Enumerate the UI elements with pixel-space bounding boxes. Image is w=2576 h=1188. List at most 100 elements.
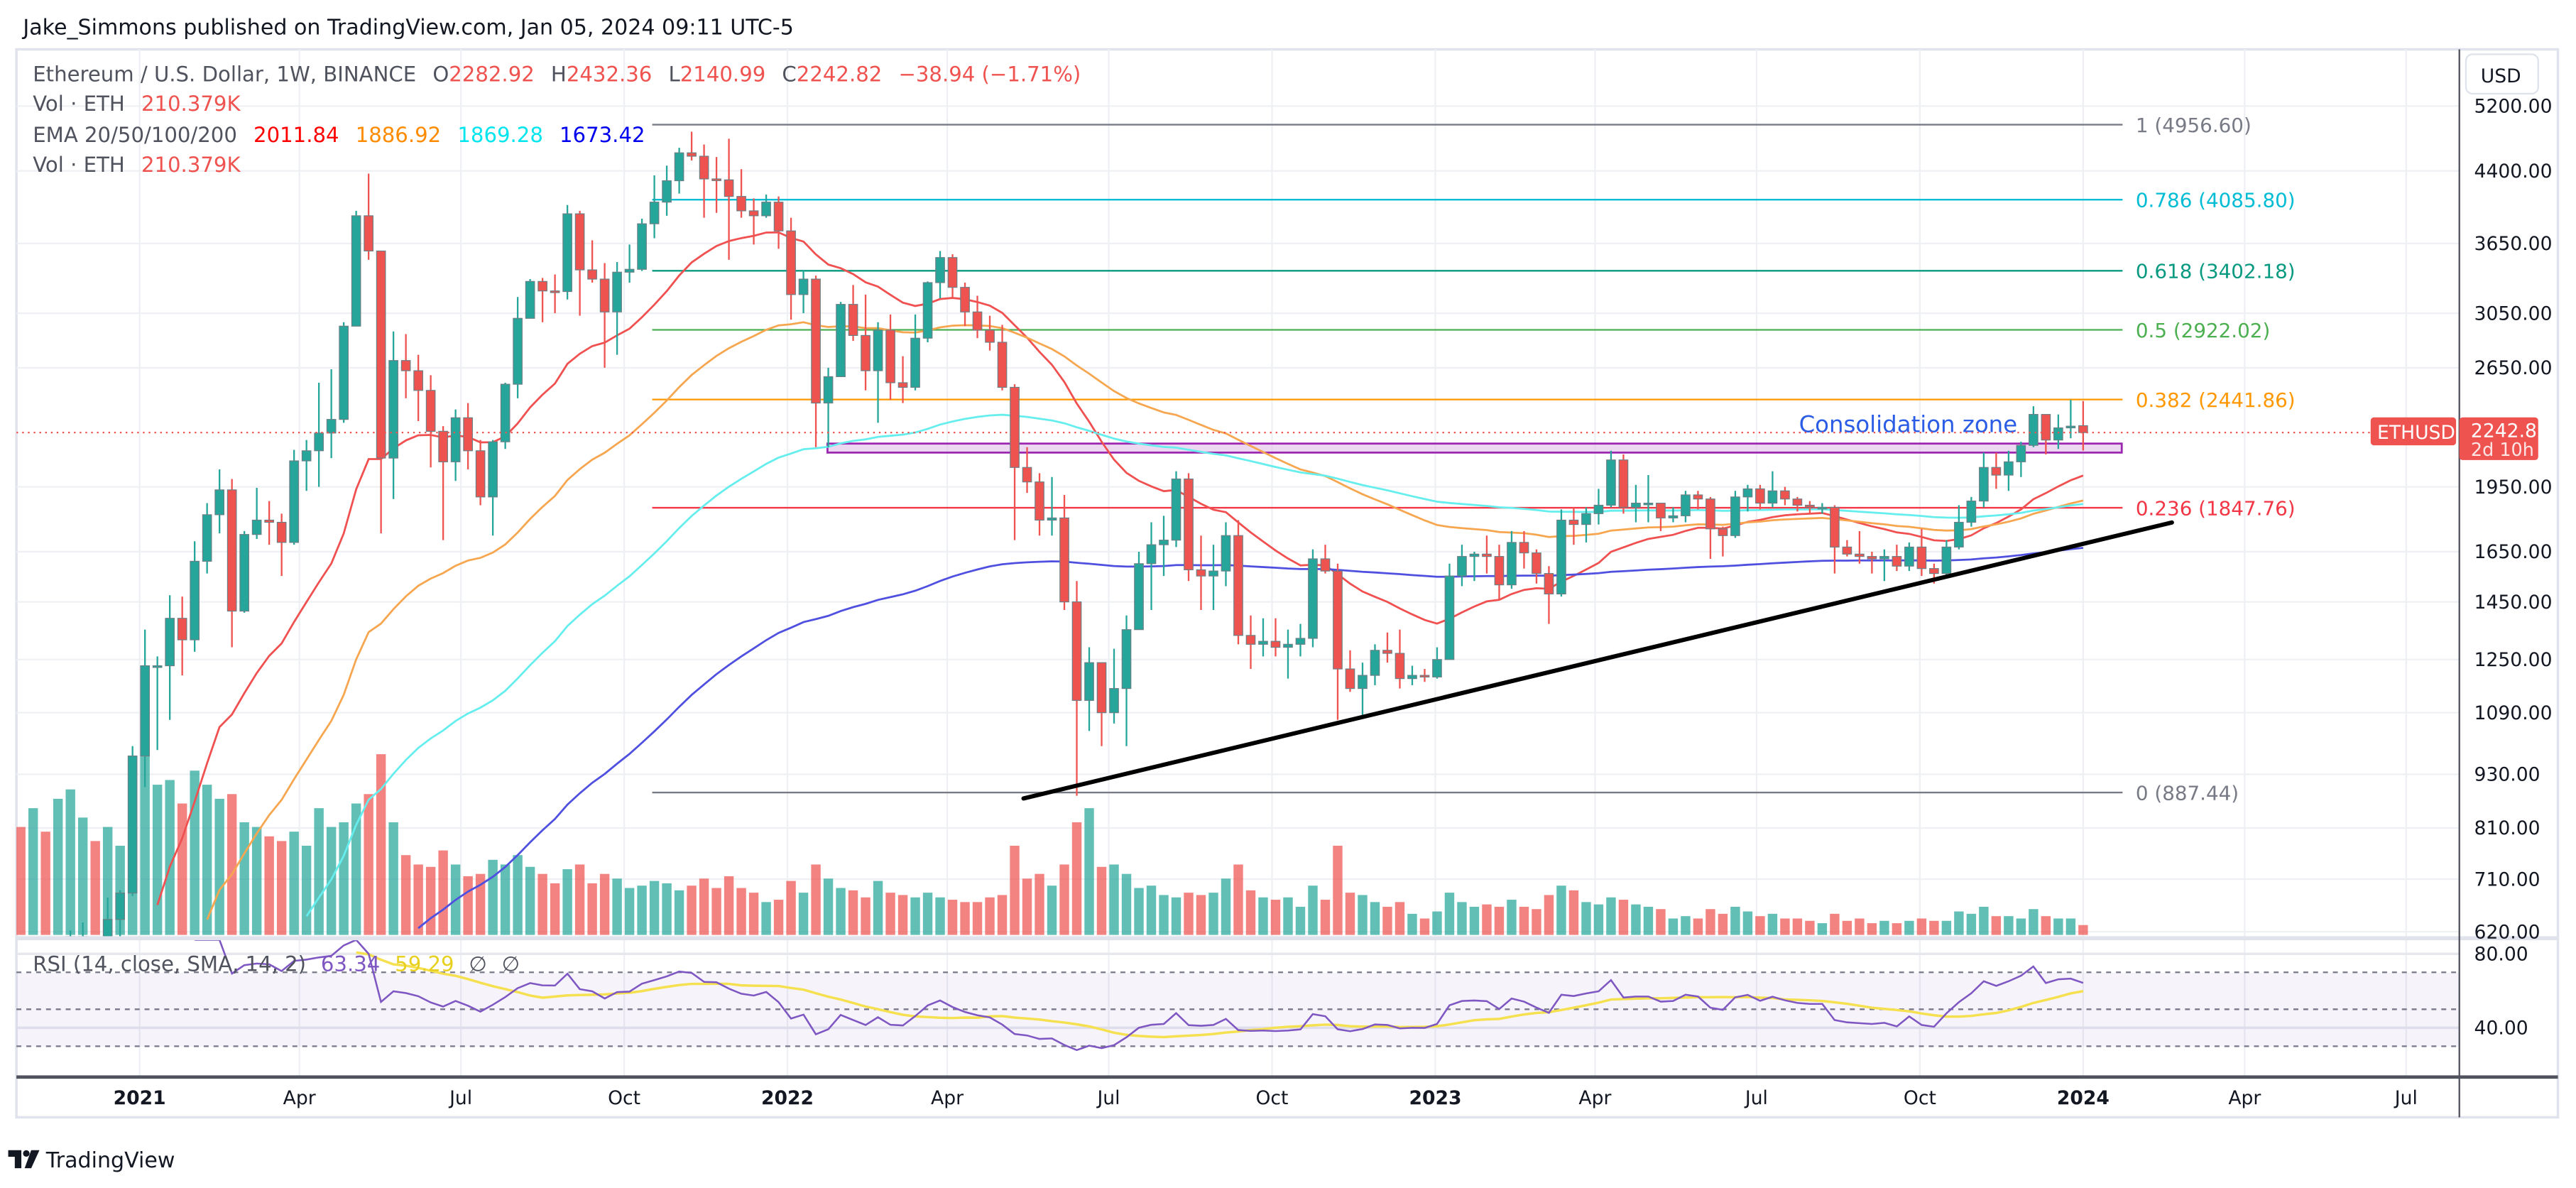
candle[interactable]	[960, 282, 970, 327]
candle[interactable]	[1532, 549, 1541, 584]
candle[interactable]	[947, 254, 958, 298]
candle[interactable]	[1184, 473, 1194, 582]
candle[interactable]	[1991, 452, 2002, 489]
candle[interactable]	[1519, 530, 1529, 569]
candle[interactable]	[885, 314, 895, 400]
candle[interactable]	[301, 440, 312, 491]
candle[interactable]	[251, 488, 262, 540]
candle[interactable]	[351, 210, 361, 327]
candle[interactable]	[1805, 501, 1815, 514]
candle[interactable]	[339, 322, 349, 423]
candle[interactable]	[364, 173, 373, 260]
candle[interactable]	[2029, 406, 2039, 447]
candle[interactable]	[562, 205, 572, 300]
price-pane[interactable]: 1 (4956.60) 0.786 (4085.80) 0.618 (3402.18…	[16, 114, 2460, 938]
candle[interactable]	[786, 217, 796, 320]
candle[interactable]	[463, 403, 473, 469]
candle[interactable]	[500, 382, 511, 449]
candle[interactable]	[1867, 551, 1877, 574]
candle[interactable]	[649, 175, 660, 239]
candle[interactable]	[1705, 496, 1715, 559]
trendline[interactable]	[1021, 520, 2174, 801]
candle[interactable]	[1767, 471, 1778, 508]
candle[interactable]	[488, 440, 498, 536]
candle[interactable]	[65, 930, 76, 938]
candle[interactable]	[1544, 566, 1554, 624]
candle[interactable]	[699, 144, 709, 218]
candle[interactable]	[687, 131, 697, 160]
currency-button[interactable]: USD	[2465, 53, 2539, 95]
candle[interactable]	[724, 138, 734, 260]
candle[interactable]	[922, 281, 933, 342]
rsi-pane[interactable]	[195, 939, 2084, 1052]
candle[interactable]	[1494, 545, 1505, 599]
tradingview-logo[interactable]: TradingView	[8, 1148, 175, 1173]
candle[interactable]	[388, 331, 398, 499]
candle[interactable]	[525, 279, 535, 319]
candle[interactable]	[127, 746, 138, 896]
candle[interactable]	[400, 334, 411, 398]
candle[interactable]	[513, 297, 523, 398]
candle[interactable]	[227, 479, 237, 648]
candle[interactable]	[1780, 486, 1790, 506]
candle[interactable]	[1358, 663, 1368, 716]
candle[interactable]	[748, 198, 759, 245]
candle[interactable]	[1258, 618, 1268, 657]
candle[interactable]	[2053, 414, 2063, 449]
candle[interactable]	[1556, 509, 1566, 597]
candle[interactable]	[1593, 489, 1604, 525]
candle[interactable]	[1817, 503, 1828, 514]
candle[interactable]	[972, 295, 983, 339]
candle[interactable]	[1233, 520, 1243, 645]
candle[interactable]	[1916, 528, 1927, 577]
candle[interactable]	[1693, 491, 1703, 510]
candle[interactable]	[1245, 615, 1256, 670]
candle[interactable]	[1568, 507, 1579, 545]
candle[interactable]	[1221, 522, 1231, 587]
candle[interactable]	[674, 148, 684, 194]
candle[interactable]	[376, 250, 386, 534]
candle[interactable]	[190, 541, 200, 652]
candle[interactable]	[711, 157, 721, 213]
candle[interactable]	[1407, 665, 1417, 685]
candle[interactable]	[1668, 507, 1679, 523]
candle[interactable]	[1295, 623, 1306, 657]
candle[interactable]	[1096, 662, 1107, 746]
candle[interactable]	[761, 195, 771, 218]
candle[interactable]	[910, 314, 920, 391]
candle[interactable]	[1606, 450, 1616, 508]
candle[interactable]	[1954, 505, 1964, 550]
candle[interactable]	[2004, 450, 2014, 491]
candle[interactable]	[897, 356, 908, 403]
candle[interactable]	[202, 503, 212, 574]
candle[interactable]	[140, 629, 150, 788]
price-axis[interactable]: 5200.00 4400.00 3650.00 3050.00 2650.00 1950.…	[2474, 96, 2553, 1040]
candle[interactable]	[1270, 618, 1281, 657]
candle[interactable]	[550, 274, 560, 314]
candle[interactable]	[861, 294, 871, 391]
candle[interactable]	[662, 165, 672, 216]
candle[interactable]	[1643, 475, 1654, 523]
candle[interactable]	[1792, 496, 1803, 512]
candle[interactable]	[314, 382, 324, 487]
candle[interactable]	[1059, 494, 1069, 611]
candle[interactable]	[152, 656, 163, 751]
candle[interactable]	[425, 375, 436, 468]
candle[interactable]	[587, 240, 597, 283]
candle[interactable]	[823, 367, 834, 447]
legend-volume-row-2[interactable]: Vol · ETH 210.379K	[33, 153, 241, 177]
candle[interactable]	[935, 251, 945, 298]
candle[interactable]	[1718, 526, 1728, 557]
candle[interactable]	[1755, 484, 1765, 510]
candle[interactable]	[1109, 648, 1119, 724]
candle[interactable]	[289, 449, 299, 545]
candle[interactable]	[2078, 400, 2088, 451]
candle[interactable]	[1035, 473, 1044, 536]
candle[interactable]	[1395, 629, 1405, 689]
candle[interactable]	[637, 219, 647, 271]
candle[interactable]	[77, 922, 88, 938]
candle[interactable]	[1022, 447, 1032, 494]
candle[interactable]	[1370, 644, 1380, 685]
candle[interactable]	[115, 890, 125, 937]
candle[interactable]	[276, 513, 287, 577]
